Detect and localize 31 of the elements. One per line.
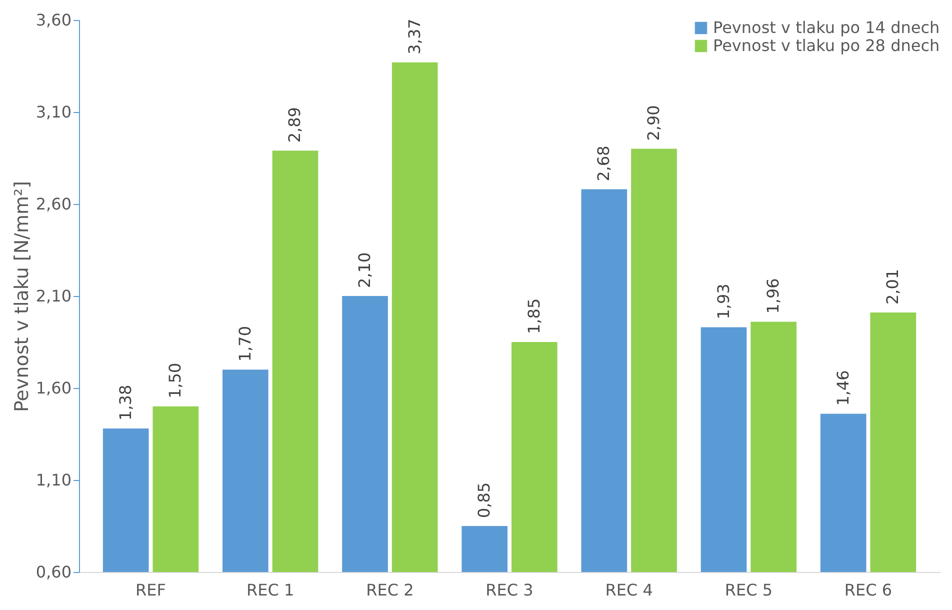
data-label: 1,70 bbox=[235, 326, 254, 362]
y-tick-label: 2,60 bbox=[36, 194, 72, 214]
data-label: 2,68 bbox=[594, 146, 614, 182]
data-label: 1,85 bbox=[524, 298, 544, 334]
x-tick-label: REF bbox=[136, 580, 166, 600]
x-tick-label: REC 6 bbox=[844, 580, 892, 600]
y-tick-label: 2,10 bbox=[36, 286, 72, 306]
y-tick-label: 1,10 bbox=[36, 470, 72, 490]
data-label: 2,89 bbox=[285, 107, 304, 143]
x-tick-label: REC 2 bbox=[366, 580, 414, 600]
legend-label: Pevnost v tlaku po 28 dnech bbox=[713, 36, 940, 55]
x-tick-label: REC 1 bbox=[246, 580, 294, 600]
data-label: 1,93 bbox=[714, 284, 733, 320]
data-label: 0,85 bbox=[474, 482, 494, 518]
y-tick-label: 1,60 bbox=[36, 378, 72, 398]
data-label: 1,96 bbox=[764, 278, 783, 314]
data-label: 1,50 bbox=[166, 362, 185, 398]
data-label: 1,38 bbox=[116, 384, 135, 420]
data-label: 2,90 bbox=[644, 105, 663, 141]
data-label: 2,01 bbox=[883, 268, 902, 305]
x-tick-label: REC 5 bbox=[724, 580, 773, 600]
y-tick-label: 0,60 bbox=[36, 562, 72, 582]
data-label: 1,46 bbox=[833, 370, 852, 406]
x-tick-label: REC 3 bbox=[486, 580, 534, 600]
x-tick-label: REC 4 bbox=[605, 580, 653, 600]
y-tick-label: 3,60 bbox=[36, 10, 72, 30]
legend-label: Pevnost v tlaku po 14 dnech bbox=[713, 18, 940, 37]
y-tick-label: 3,10 bbox=[36, 102, 72, 122]
y-axis-title: Pevnost v tlaku [N/mm²] bbox=[10, 181, 33, 412]
data-label: 2,10 bbox=[355, 252, 374, 288]
data-label: 3,37 bbox=[404, 18, 424, 54]
